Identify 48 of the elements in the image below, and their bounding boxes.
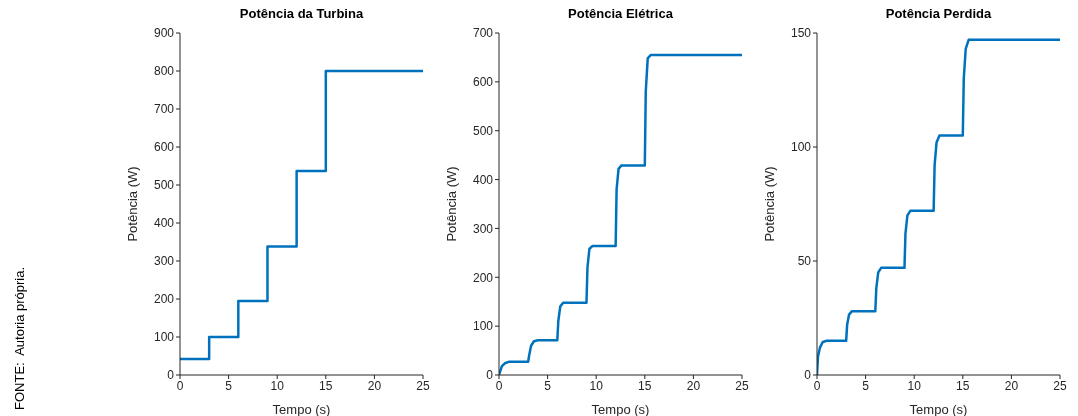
y-tick-label: 900 bbox=[153, 26, 175, 41]
y-tick-label: 800 bbox=[153, 64, 175, 79]
y-tick-label: 500 bbox=[472, 123, 494, 138]
y-tick-label: 0 bbox=[486, 368, 494, 383]
x-tick-label: 15 bbox=[319, 378, 333, 393]
y-tick-label: 100 bbox=[153, 330, 175, 345]
x-tick-label: 5 bbox=[544, 378, 552, 393]
y-axis-title: Potência (W) bbox=[443, 166, 459, 242]
y-tick-label: 400 bbox=[472, 172, 494, 187]
x-axis-title: Tempo (s) bbox=[272, 402, 331, 416]
x-tick-label: 25 bbox=[416, 378, 430, 393]
y-tick-label: 700 bbox=[153, 102, 175, 117]
x-tick-label: 25 bbox=[735, 378, 749, 393]
x-tick-label: 5 bbox=[225, 378, 233, 393]
y-tick-label: 100 bbox=[472, 319, 494, 334]
y-tick-label: 200 bbox=[153, 292, 175, 307]
x-tick-label: 20 bbox=[1004, 378, 1019, 393]
y-tick-label: 300 bbox=[153, 254, 175, 269]
x-axis-title: Tempo (s) bbox=[909, 402, 968, 416]
y-tick-label: 150 bbox=[790, 26, 812, 41]
x-tick-label: 20 bbox=[686, 378, 701, 393]
chart-title: Potência Elétrica bbox=[567, 6, 674, 21]
chart-title: Potência Perdida bbox=[884, 6, 993, 21]
y-tick-label: 700 bbox=[472, 26, 494, 41]
source-note: FONTE: Autoria própria. bbox=[12, 266, 27, 410]
y-tick-label: 0 bbox=[167, 368, 175, 383]
x-tick-label: 10 bbox=[270, 378, 285, 393]
y-tick-label: 50 bbox=[797, 254, 812, 269]
x-tick-label: 25 bbox=[1053, 378, 1067, 393]
y-tick-label: 100 bbox=[790, 140, 812, 155]
x-tick-label: 10 bbox=[907, 378, 922, 393]
y-tick-label: 600 bbox=[153, 140, 175, 155]
y-tick-label: 300 bbox=[472, 221, 494, 236]
line-series bbox=[180, 69, 423, 361]
y-tick-label: 500 bbox=[153, 178, 175, 193]
y-axis-title: Potência (W) bbox=[761, 166, 777, 242]
x-tick-label: 10 bbox=[589, 378, 604, 393]
y-tick-label: 200 bbox=[472, 270, 494, 285]
chart-title: Potência da Turbina bbox=[238, 6, 365, 21]
x-tick-label: 15 bbox=[956, 378, 970, 393]
x-tick-label: 15 bbox=[638, 378, 652, 393]
y-tick-label: 0 bbox=[804, 368, 812, 383]
y-tick-label: 600 bbox=[472, 75, 494, 90]
x-axis-title: Tempo (s) bbox=[591, 402, 650, 416]
x-tick-label: 5 bbox=[862, 378, 870, 393]
y-tick-label: 400 bbox=[153, 216, 175, 231]
y-axis-title: Potência (W) bbox=[124, 166, 140, 242]
x-tick-label: 20 bbox=[367, 378, 382, 393]
